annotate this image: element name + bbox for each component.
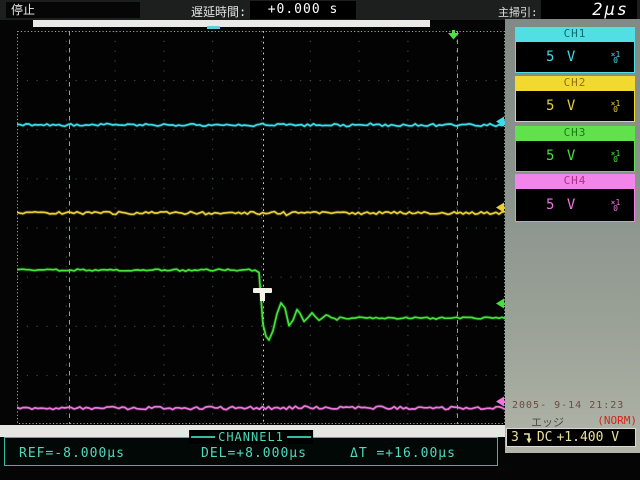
cursor-channel-title: CHANNEL1 (218, 430, 284, 444)
waveform-display (17, 31, 505, 424)
ch2-probe-attenuation-icon: ×10 (610, 99, 621, 114)
ch1-header: CH1 (515, 27, 635, 41)
top-status-bar: 停止 遅延時間: +0.000 s 主掃引: 2μs (0, 0, 640, 20)
record-position-bar (33, 20, 430, 27)
ch2-volts-per-div: 5 V (546, 98, 578, 114)
waveform-traces (17, 121, 505, 412)
delay-time-label: 遅延時間: (191, 5, 247, 19)
trigger-point-marker (253, 288, 272, 293)
trigger-mode-badge: (NORM) (597, 414, 637, 427)
ch3-settings: 5 V ×10 (515, 140, 635, 172)
channel-box-ch3[interactable]: CH3 5 V ×10 (515, 126, 635, 172)
ch2-settings: 5 V ×10 (515, 90, 635, 122)
ch3-volts-per-div: 5 V (546, 148, 578, 164)
falling-edge-icon (523, 433, 532, 444)
ch1-probe-attenuation-icon: ×10 (610, 50, 621, 65)
trigger-coupling: DC (536, 430, 553, 445)
cursor-ref-value: REF=-8.000μs (19, 446, 125, 461)
title-dash-right (286, 436, 311, 438)
ch2-header: CH2 (515, 76, 635, 90)
ch3-probe-attenuation-icon: ×10 (610, 149, 621, 164)
record-position-marker (207, 26, 220, 29)
ch3-header: CH3 (515, 126, 635, 140)
cursor-readout-title: CHANNEL1 (189, 430, 313, 444)
trigger-type-label: エッジ (531, 416, 564, 429)
delay-time-value: +0.000 s (250, 1, 356, 19)
cursor-delta-t-value: ΔT =+16.00μs (350, 446, 456, 461)
title-dash-left (191, 436, 216, 438)
channel-box-ch2[interactable]: CH2 5 V ×10 (515, 76, 635, 122)
main-sweep-value: 2μs (541, 0, 637, 20)
channel-box-ch4[interactable]: CH4 5 V ×10 (515, 174, 635, 222)
trigger-source: 3 (511, 430, 519, 445)
trigger-mode-row: エッジ (NORM) (505, 414, 640, 429)
main-sweep-label: 主掃引: (498, 6, 538, 19)
cursor-readout-box: CHANNEL1 REF=-8.000μs DEL=+8.000μs ΔT =+… (4, 430, 498, 466)
ch4-header: CH4 (515, 174, 635, 188)
ch1-volts-per-div: 5 V (546, 49, 578, 65)
ch4-settings: 5 V ×10 (515, 188, 635, 222)
side-panel: CH1 5 V ×10 CH2 5 V ×10 CH3 5 V ×10 CH4 … (505, 19, 640, 453)
datetime-display: 2005- 9-14 21:23 (512, 400, 625, 411)
ch4-probe-attenuation-icon: ×10 (610, 198, 621, 213)
delay-cursor-arrow-icon (448, 30, 459, 40)
cursor-del-value: DEL=+8.000μs (201, 446, 307, 461)
trigger-point-marker-stem (260, 292, 265, 301)
trigger-level: +1.400 V (556, 430, 620, 445)
ch1-settings: 5 V ×10 (515, 41, 635, 73)
trigger-readout: 3 DC +1.400 V (506, 428, 636, 447)
channel-box-ch1[interactable]: CH1 5 V ×10 (515, 27, 635, 73)
graticule-grid (17, 31, 505, 424)
ch4-volts-per-div: 5 V (546, 197, 578, 213)
acquisition-status: 停止 (6, 2, 140, 18)
